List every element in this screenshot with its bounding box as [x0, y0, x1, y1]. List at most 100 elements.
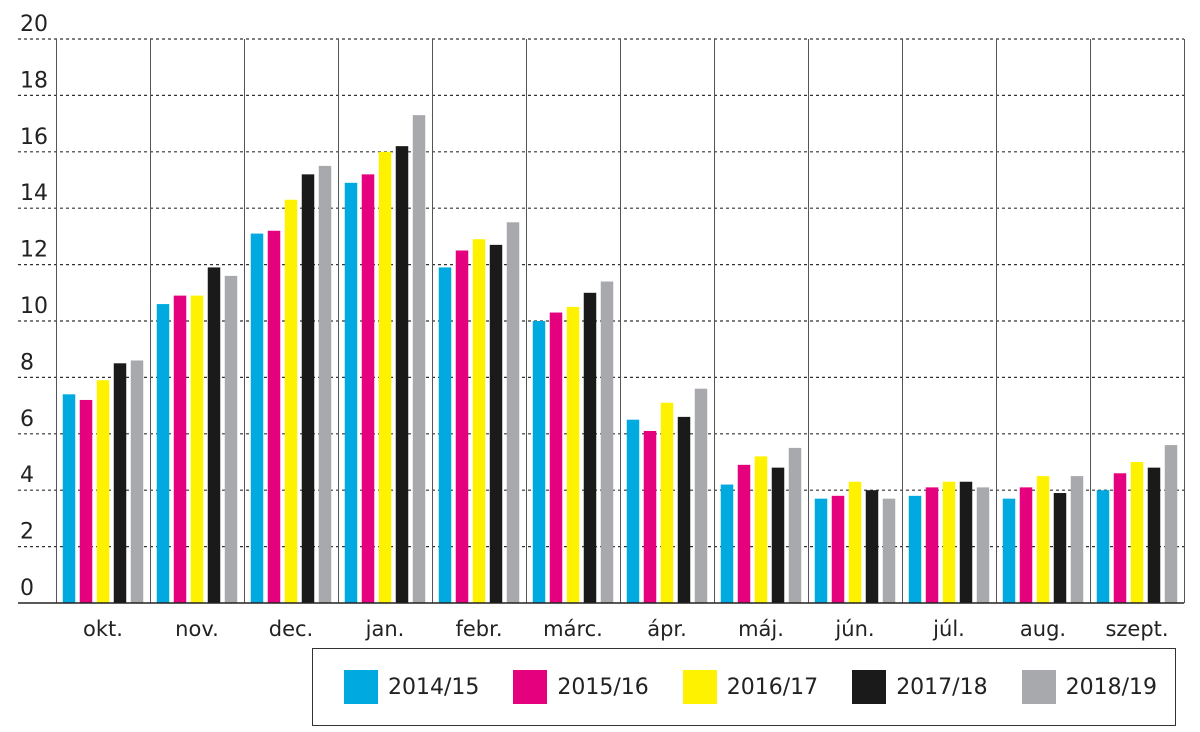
bar-2017-18: [113, 363, 127, 603]
x-tick-label: jún.: [834, 617, 874, 641]
bar-2018-19: [130, 360, 144, 603]
legend-swatch: [682, 670, 717, 704]
bar-2016-17: [942, 481, 956, 603]
bar-2017-18: [489, 244, 503, 604]
y-tick-label: 10: [20, 294, 48, 319]
x-tick-label: okt.: [83, 617, 123, 641]
bar-2018-19: [600, 281, 614, 603]
legend-label: 2015/16: [557, 674, 649, 700]
bar-2015-16: [549, 312, 563, 603]
x-tick-label: ápr.: [647, 617, 687, 641]
bar-2018-19: [788, 447, 802, 603]
y-tick-label: 18: [20, 68, 48, 93]
legend-item: 2015/16: [513, 670, 649, 704]
legend-label: 2017/18: [896, 674, 988, 700]
bar-2015-16: [455, 250, 469, 603]
bar-2015-16: [643, 430, 657, 603]
bar-2014-15: [532, 321, 546, 603]
bar-2018-19: [506, 222, 520, 604]
y-tick-label: 0: [20, 576, 34, 601]
legend-swatch: [1021, 670, 1056, 704]
bar-2016-17: [566, 306, 580, 603]
x-tick-label: febr.: [455, 617, 502, 641]
x-tick-label: szept.: [1105, 617, 1168, 641]
y-tick-label: 4: [20, 463, 34, 488]
bar-2016-17: [660, 402, 674, 603]
bar-2018-19: [976, 487, 990, 603]
bar-2016-17: [472, 239, 486, 603]
legend-item: 2016/17: [682, 670, 819, 704]
x-tick-label: nov.: [175, 617, 219, 641]
bar-2015-16: [79, 399, 93, 603]
bar-2016-17: [96, 380, 110, 603]
bar-2017-18: [771, 467, 785, 603]
y-axis-ticks: 0 2 4 6 8 10 12 14 16 18 20: [20, 12, 48, 601]
legend-label: 2016/17: [726, 674, 819, 700]
bar-2017-18: [677, 416, 691, 603]
bar-2018-19: [224, 275, 238, 603]
legend-item: 2017/18: [852, 670, 988, 704]
bar-2016-17: [284, 199, 298, 604]
bar-2017-18: [1053, 493, 1067, 603]
bar-2016-17: [754, 456, 768, 603]
bar-2017-18: [959, 481, 973, 603]
x-tick-label: dec.: [269, 617, 313, 641]
bar-2014-15: [1096, 490, 1110, 603]
bar-2014-15: [626, 419, 640, 603]
bar-2015-16: [831, 495, 845, 603]
bar-2017-18: [395, 146, 409, 603]
legend-item: 2014/15: [343, 670, 480, 704]
x-tick-label: márc.: [543, 617, 603, 641]
bar-2016-17: [848, 481, 862, 603]
legend-swatch: [852, 670, 887, 704]
y-tick-label: 20: [20, 12, 48, 37]
legend-label: 2014/15: [387, 674, 480, 700]
bar-2015-16: [267, 230, 281, 603]
bar-2015-16: [925, 487, 939, 603]
bar-2018-19: [1164, 445, 1178, 603]
x-tick-label: máj.: [738, 617, 784, 641]
bar-2017-18: [207, 267, 221, 603]
category-separators: [56, 39, 1185, 603]
bar-2014-15: [908, 495, 922, 603]
bars: [62, 115, 1178, 604]
bar-2015-16: [1019, 487, 1033, 603]
bar-2015-16: [173, 295, 187, 603]
bar-2014-15: [814, 498, 828, 603]
legend-item: 2018/19: [1021, 670, 1157, 704]
legend-label: 2018/19: [1065, 674, 1157, 700]
bar-2014-15: [720, 484, 734, 603]
bar-2017-18: [1147, 467, 1161, 603]
bar-chart: 0 2 4 6 8 10 12 14 16 18 20 okt. nov. dec. jan. febr. m…: [18, 12, 1185, 641]
legend: 2014/15 2015/16 2016/17 2017/18 2018/19: [312, 648, 1176, 726]
y-tick-label: 8: [20, 350, 34, 375]
x-axis-ticks: okt. nov. dec. jan. febr. márc. ápr. máj. jún. jú…: [83, 617, 1169, 641]
bar-2018-19: [1070, 476, 1084, 603]
x-tick-label: jan.: [365, 617, 405, 641]
legend-swatch: [513, 670, 548, 704]
y-tick-label: 14: [20, 181, 48, 206]
x-tick-label: aug.: [1020, 617, 1066, 641]
bar-2015-16: [737, 464, 751, 603]
legend-swatch: [343, 670, 378, 704]
bar-2018-19: [412, 115, 426, 603]
bar-2018-19: [318, 165, 332, 603]
y-tick-label: 6: [20, 407, 34, 432]
bar-2016-17: [1130, 462, 1144, 603]
bar-2016-17: [1036, 476, 1050, 603]
bar-2014-15: [1002, 498, 1016, 603]
bar-2016-17: [190, 295, 204, 603]
y-tick-label: 12: [20, 238, 48, 263]
bar-2014-15: [344, 182, 358, 603]
bar-2016-17: [378, 151, 392, 604]
bar-2014-15: [62, 394, 76, 603]
bar-2014-15: [438, 267, 452, 603]
bar-2017-18: [301, 174, 315, 604]
y-tick-label: 16: [20, 125, 48, 150]
bar-2018-19: [882, 498, 896, 603]
bar-2017-18: [865, 490, 879, 603]
x-tick-label: júl.: [932, 617, 965, 641]
bar-2014-15: [250, 233, 264, 603]
bar-2018-19: [694, 388, 708, 603]
y-tick-label: 2: [20, 520, 34, 545]
